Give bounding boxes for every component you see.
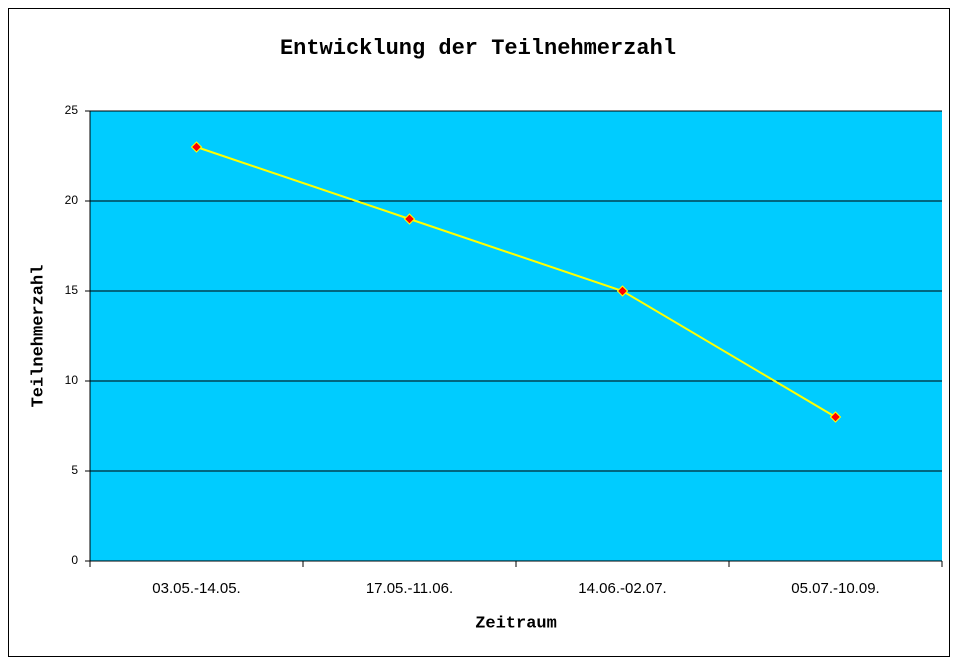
y-tick-label: 20: [65, 193, 79, 207]
y-tick-label: 25: [65, 103, 79, 117]
x-tick-label: 05.07.-10.09.: [791, 580, 879, 597]
data-point: [403, 213, 416, 225]
data-point: [829, 411, 842, 423]
y-tick-label: 5: [71, 463, 78, 477]
x-axis-label: Zeitraum: [475, 614, 557, 633]
x-tick-label: 03.05.-14.05.: [152, 580, 240, 597]
x-tick-label: 14.06.-02.07.: [578, 580, 666, 597]
plot-area: [90, 111, 942, 561]
y-tick-label: 15: [65, 283, 79, 297]
x-tick-label: 17.05.-11.06.: [366, 580, 453, 597]
data-line: [196, 146, 837, 418]
data-point: [190, 141, 203, 153]
chart-title: Entwicklung der Teilnehmerzahl: [280, 36, 676, 61]
y-axis-label: Teilnehmerzahl: [29, 265, 48, 408]
data-point: [616, 285, 629, 297]
y-tick-label: 10: [65, 373, 79, 387]
y-tick-label: 0: [71, 553, 78, 567]
